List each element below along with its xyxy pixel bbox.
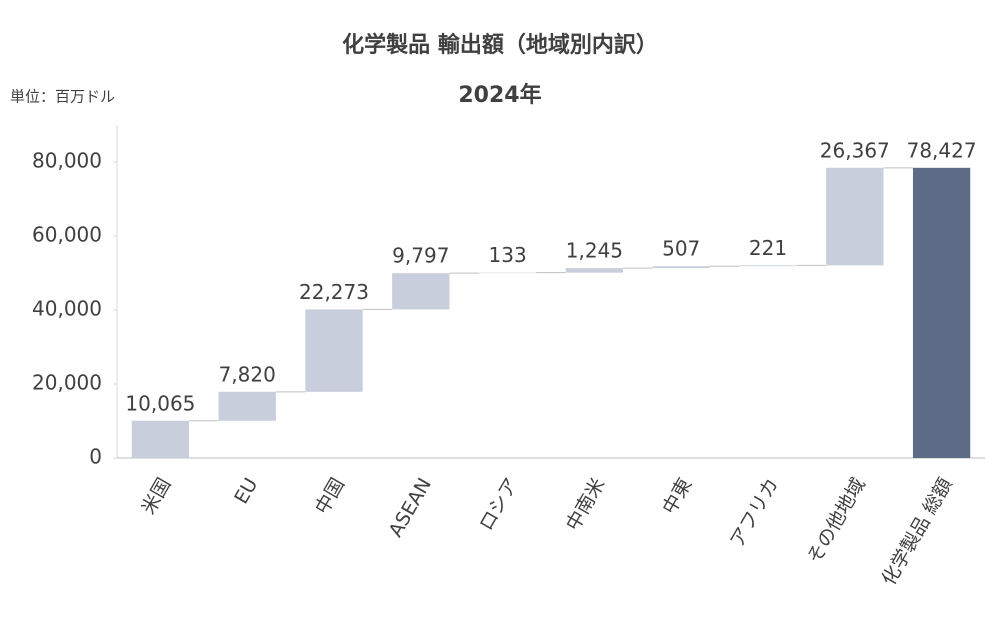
chart-title: 化学製品 輸出額（地域別内訳） [342, 32, 658, 58]
value-label: 78,427 [907, 138, 977, 162]
value-label: 26,367 [820, 138, 890, 162]
bar [392, 273, 450, 310]
unit-label: 単位：百万ドル [10, 88, 115, 106]
total-bar [912, 167, 971, 458]
bar [652, 266, 710, 269]
x-tick-label: アフリカ [726, 474, 783, 551]
bar [565, 268, 624, 273]
x-tick-label: 中国 [311, 474, 349, 518]
bar [739, 265, 797, 267]
x-tick-label: 中東 [658, 474, 696, 518]
value-label: 9,797 [392, 244, 449, 268]
y-tick-label: 20,000 [32, 371, 102, 395]
bar [305, 309, 363, 392]
y-tick-label: 60,000 [32, 223, 102, 247]
bar [218, 391, 276, 421]
value-label: 221 [749, 236, 787, 260]
x-tick-label: ASEAN [385, 474, 436, 541]
value-label: 22,273 [299, 280, 369, 304]
x-tick-label: EU [230, 474, 262, 507]
x-tick-label: 化学製品 総額 [878, 474, 957, 589]
y-tick-label: 0 [89, 445, 102, 469]
value-label: 7,820 [219, 362, 276, 386]
value-label: 133 [489, 243, 527, 267]
value-label: 1,245 [566, 239, 623, 263]
x-tick-label: 米国 [137, 474, 175, 518]
chart-subtitle: 2024年 [458, 82, 541, 108]
y-tick-label: 80,000 [32, 149, 102, 173]
bar [826, 167, 884, 266]
bar [131, 420, 190, 458]
value-label: 507 [662, 237, 700, 261]
x-tick-label: 中南米 [562, 474, 610, 534]
x-tick-label: その他地域 [803, 474, 870, 567]
x-tick-label: ロシア [475, 474, 523, 534]
y-tick-label: 40,000 [32, 297, 102, 321]
value-label: 10,065 [125, 391, 195, 415]
